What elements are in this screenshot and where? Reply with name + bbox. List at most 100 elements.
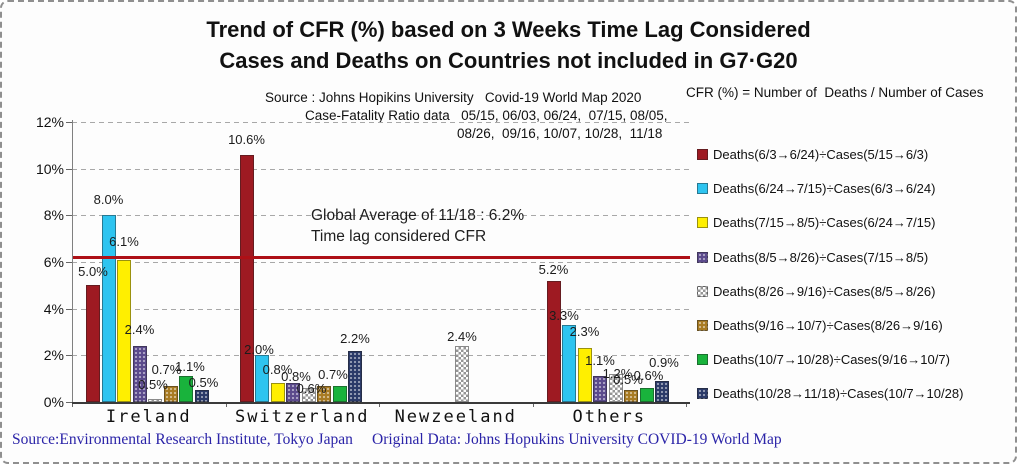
y-axis-tick	[66, 262, 72, 263]
cfr-formula-note: CFR (%) = Number of Deaths / Number of C…	[686, 85, 984, 100]
bar	[270, 383, 285, 402]
bar	[255, 355, 269, 402]
x-axis-line	[72, 402, 690, 404]
annotation-line1: Global Average of 11/18 : 6.2%	[311, 207, 525, 224]
footer-source-left: Source:Environmental Research Institute,…	[12, 431, 353, 448]
source-note-line3: 08/26, 09/16, 10/07, 10/28, 11/18	[457, 126, 663, 141]
x-axis-category-label: Others	[572, 407, 646, 427]
global-average-annotation: Global Average of 11/18 : 6.2% Time lag …	[311, 205, 524, 247]
bar-value-label: 2.0%	[244, 342, 274, 358]
bar-value-label: 2.3%	[569, 324, 600, 340]
legend-label: Deaths(8/26→9/16)÷Cases(8/5→8/26)	[713, 283, 936, 299]
bar-value-label: 0.5%	[188, 375, 219, 391]
bar	[239, 154, 254, 402]
bar	[348, 350, 362, 402]
legend-swatch-icon	[697, 149, 708, 160]
gridline-2	[72, 355, 690, 357]
bar-value-label: 1.1%	[585, 353, 615, 369]
bar	[179, 376, 193, 402]
y-axis-label-8: 8%	[43, 207, 64, 224]
y-axis-tick	[66, 355, 72, 357]
footer-source-right: Original Data: Johns Hopukins University…	[372, 431, 782, 448]
y-axis-label-2: 2%	[43, 347, 64, 364]
bar-value-label: 1.2%	[602, 366, 633, 381]
y-axis-tick	[66, 168, 72, 170]
bar-value-label: 0.8%	[262, 362, 293, 378]
legend-swatch-icon	[697, 183, 708, 195]
source-note-line1: Source : Johns Hopikins University Covid…	[265, 90, 642, 105]
bar-value-label: 2.2%	[340, 330, 370, 346]
bar	[286, 383, 300, 402]
gridline-8	[72, 215, 690, 217]
x-axis-tick	[532, 402, 534, 407]
gridline-10	[72, 168, 690, 170]
x-axis-tick	[225, 402, 227, 407]
bar	[655, 381, 669, 402]
bar-value-label: 3.3%	[549, 308, 579, 323]
y-axis-tick	[66, 122, 72, 123]
bar	[562, 325, 576, 402]
y-axis-label-6: 6%	[43, 254, 64, 270]
legend-swatch-icon	[697, 285, 708, 297]
y-axis-label-4: 4%	[43, 300, 64, 317]
x-axis-category-label: Switzerland	[234, 407, 370, 427]
legend-label: Deaths(10/7→10/28)÷Cases(9/16→10/7)	[713, 352, 950, 368]
chart-title-line2: Cases and Deaths on Countries not includ…	[219, 48, 798, 73]
y-axis-tick	[66, 308, 72, 310]
bar-value-label: 5.2%	[538, 261, 569, 277]
bar-value-label: 0.9%	[649, 355, 679, 370]
legend-label: Deaths(8/5→8/26)÷Cases(7/15→8/5)	[713, 249, 929, 265]
bar	[639, 388, 654, 402]
bar-value-label: 2.4%	[447, 329, 477, 344]
legend-swatch-icon	[697, 354, 708, 366]
legend-label: Deaths(7/15→8/5)÷Cases(6/24→7/15)	[713, 215, 936, 231]
bar	[101, 215, 116, 402]
gridline-4	[72, 308, 690, 310]
bar-value-label: 0.6%	[296, 381, 327, 396]
bar	[163, 385, 178, 402]
bar	[593, 376, 607, 402]
x-axis-tick	[379, 402, 380, 407]
legend-label: Deaths(9/16→10/7)÷Cases(8/26→9/16)	[713, 318, 943, 333]
bar-value-label: 10.6%	[228, 131, 265, 147]
legend-swatch-icon	[697, 388, 708, 400]
bar	[86, 285, 100, 402]
bar-value-label: 5.0%	[78, 264, 108, 280]
chart-title-line1: Trend of CFR (%) based on 3 Weeks Time L…	[206, 17, 811, 42]
legend-label: Deaths(6/3→6/24)÷Cases(5/15→6/3)	[713, 147, 929, 162]
x-axis-tick	[72, 402, 73, 407]
bar-value-label: 2.4%	[124, 322, 155, 337]
legend-label: Deaths(6/24→7/15)÷Cases(6/3→6/24)	[713, 181, 936, 197]
bar-value-label: 8.0%	[93, 192, 124, 208]
bar	[317, 385, 331, 402]
gridline-6	[72, 262, 690, 263]
annotation-line2: Time lag considered CFR	[311, 228, 487, 245]
x-axis-tick	[686, 402, 687, 407]
bar-value-label: 1.1%	[175, 359, 205, 375]
global-average-reference-line	[73, 256, 690, 259]
bar	[194, 390, 209, 402]
bar	[132, 346, 147, 402]
legend-swatch-icon	[697, 217, 708, 229]
y-axis-label-12: 12%	[35, 114, 64, 130]
bar-value-label: 0.7%	[318, 366, 348, 382]
y-axis-tick	[66, 402, 72, 403]
gridline-12	[72, 122, 690, 123]
bar-value-label: 0.5%	[138, 376, 168, 392]
bar	[624, 390, 638, 402]
bar-value-label: 0.6%	[633, 368, 664, 383]
y-axis-tick	[66, 215, 72, 217]
bar-value-label: 0.8%	[281, 369, 311, 385]
legend-swatch-icon	[697, 251, 708, 263]
bar	[577, 348, 592, 402]
legend-swatch-icon	[697, 320, 708, 331]
x-axis-category-label: Newzeeland	[394, 407, 517, 427]
source-note-line2: Case-Fatality Ratio data 05/15, 06/03, 0…	[305, 108, 668, 123]
bar	[455, 346, 469, 402]
y-axis-line	[72, 120, 73, 403]
bar-value-label: 0.7%	[151, 361, 182, 377]
chart-title: Trend of CFR (%) based on 3 Weeks Time L…	[2, 14, 1015, 76]
y-axis-label-0: 0%	[43, 394, 64, 410]
